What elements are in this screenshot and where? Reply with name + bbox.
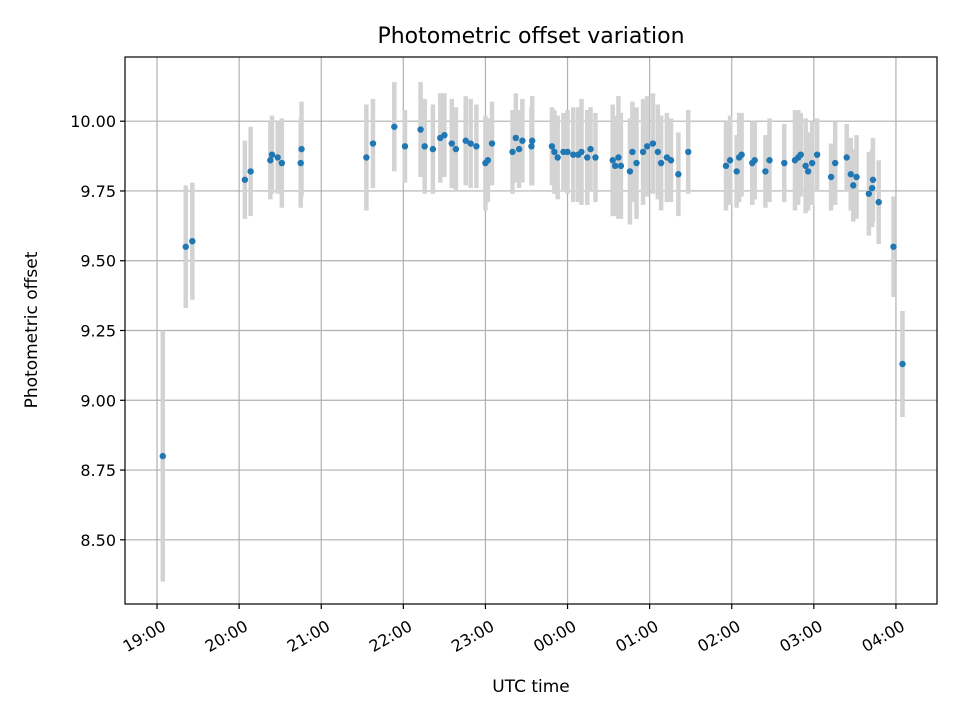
data-point <box>890 243 897 250</box>
data-point <box>654 148 662 156</box>
data-point <box>421 143 428 150</box>
y-tick-label: 8.50 <box>80 531 116 550</box>
data-point <box>639 148 647 156</box>
y-axis-label: Photometric offset <box>22 251 42 408</box>
data-point <box>738 151 745 158</box>
y-tick-label: 9.75 <box>80 182 116 201</box>
data-point <box>417 126 424 133</box>
data-point <box>813 151 821 158</box>
data-point <box>611 162 619 170</box>
data-point <box>722 162 730 170</box>
data-point <box>247 168 254 175</box>
data-point <box>615 154 622 161</box>
data-point <box>369 140 377 147</box>
data-point <box>762 168 769 175</box>
y-tick-label: 9.00 <box>80 391 116 410</box>
data-point <box>667 157 675 164</box>
data-point <box>241 176 249 183</box>
data-point <box>182 243 189 250</box>
data-point <box>570 151 577 158</box>
data-point <box>609 157 616 164</box>
data-point <box>578 148 585 156</box>
data-point <box>587 145 594 153</box>
data-point <box>899 360 906 368</box>
data-point <box>751 157 758 164</box>
data-point <box>869 176 877 183</box>
data-point <box>657 159 665 167</box>
data-point <box>847 171 854 178</box>
data-point <box>766 157 773 164</box>
data-point <box>189 237 196 245</box>
data-point <box>274 154 281 161</box>
data-point <box>528 143 535 150</box>
data-point <box>633 159 640 167</box>
data-point <box>629 148 636 156</box>
data-point <box>675 171 682 178</box>
data-point <box>827 173 835 181</box>
data-point <box>467 140 474 147</box>
data-point <box>685 148 692 156</box>
data-point <box>802 162 809 170</box>
data-point <box>868 184 876 192</box>
data-point <box>592 154 599 161</box>
data-point <box>843 154 850 161</box>
data-point <box>267 157 274 164</box>
data-point <box>452 145 460 153</box>
data-point <box>429 145 437 153</box>
data-point <box>781 159 788 167</box>
data-point <box>297 159 304 167</box>
data-point <box>268 151 276 158</box>
data-point <box>484 157 492 164</box>
chart-title: Photometric offset variation <box>377 24 684 49</box>
data-point <box>441 131 448 139</box>
data-point <box>548 143 556 150</box>
data-point <box>363 154 370 161</box>
data-point <box>529 137 536 144</box>
y-axis: 8.50 8.75 9.00 9.25 9.50 9.75 10.00 <box>70 112 125 550</box>
data-point <box>448 140 455 147</box>
data-point <box>509 148 516 156</box>
data-point <box>875 198 882 206</box>
data-point <box>488 140 496 147</box>
data-point <box>512 134 520 142</box>
data-point <box>617 162 625 170</box>
data-point <box>831 159 839 167</box>
data-point <box>850 182 857 189</box>
data-point <box>809 159 816 167</box>
data-point <box>159 452 166 460</box>
data-point <box>865 190 873 197</box>
y-tick-label: 9.25 <box>80 322 116 341</box>
data-point <box>298 145 305 153</box>
data-point <box>473 143 480 150</box>
data-point <box>462 137 469 144</box>
data-point <box>853 173 860 181</box>
data-point <box>391 123 398 130</box>
data-point <box>584 154 591 161</box>
data-point <box>804 168 812 175</box>
y-tick-label: 10.00 <box>70 112 116 131</box>
y-tick-label: 8.75 <box>80 461 116 480</box>
data-point <box>626 168 634 175</box>
data-point <box>733 168 740 175</box>
data-point <box>554 154 561 161</box>
data-point <box>564 148 571 156</box>
data-point <box>515 145 523 153</box>
x-axis-label: UTC time <box>492 677 570 697</box>
data-point <box>401 143 409 150</box>
y-tick-label: 9.50 <box>80 252 116 271</box>
point-layer <box>159 123 906 460</box>
data-point <box>278 159 286 167</box>
data-point <box>551 148 558 156</box>
data-point <box>797 151 804 158</box>
data-point <box>519 137 526 144</box>
data-point <box>643 143 651 150</box>
data-point <box>649 140 657 147</box>
data-point <box>726 157 734 164</box>
